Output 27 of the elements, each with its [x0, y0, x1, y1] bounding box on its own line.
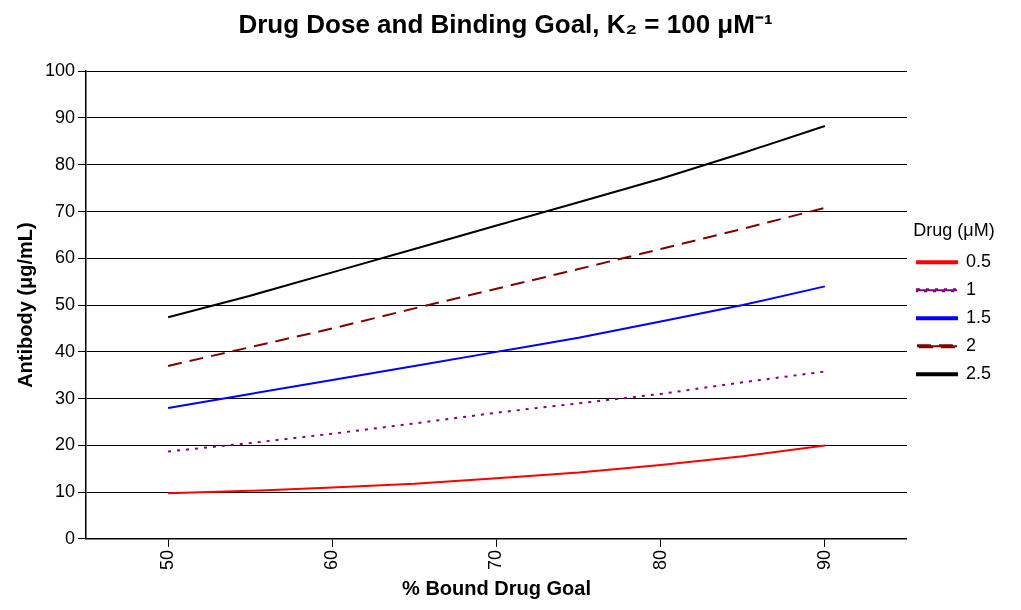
y-tick-label: 50 [55, 294, 76, 315]
legend-title: Drug (μM) [913, 219, 995, 240]
chart-title: Drug Dose and Binding Goal, K₂ = 100 μM⁻¹ [238, 8, 773, 39]
x-tick-label: 80 [649, 549, 670, 571]
y-axis-title: Antibody (μg/mL) [13, 222, 36, 388]
legend-label: 1 [965, 279, 976, 300]
y-tick-label: 40 [55, 340, 76, 361]
y-tick-label: 60 [55, 247, 76, 268]
y-tick-label: 100 [44, 60, 76, 81]
y-tick-label: 90 [55, 106, 76, 127]
y-tick-label: 20 [55, 434, 76, 455]
legend-label: 2 [965, 335, 976, 356]
x-tick-label: 70 [485, 549, 506, 571]
x-tick-label: 50 [157, 549, 178, 571]
x-axis-title: % Bound Drug Goal [402, 576, 591, 599]
y-tick-label: 0 [65, 527, 76, 548]
legend-label: 0.5 [965, 251, 992, 272]
legend-label: 1.5 [965, 307, 992, 328]
x-tick-label: 90 [813, 549, 834, 571]
line-series [167, 370, 826, 453]
legend-label: 2.5 [965, 363, 992, 384]
y-tick-label: 30 [55, 387, 76, 408]
y-tick-label: 80 [55, 153, 76, 174]
y-tick-label: 10 [55, 481, 76, 502]
line-series [167, 206, 826, 367]
x-tick-label: 60 [321, 549, 342, 571]
y-tick-label: 70 [55, 200, 76, 221]
